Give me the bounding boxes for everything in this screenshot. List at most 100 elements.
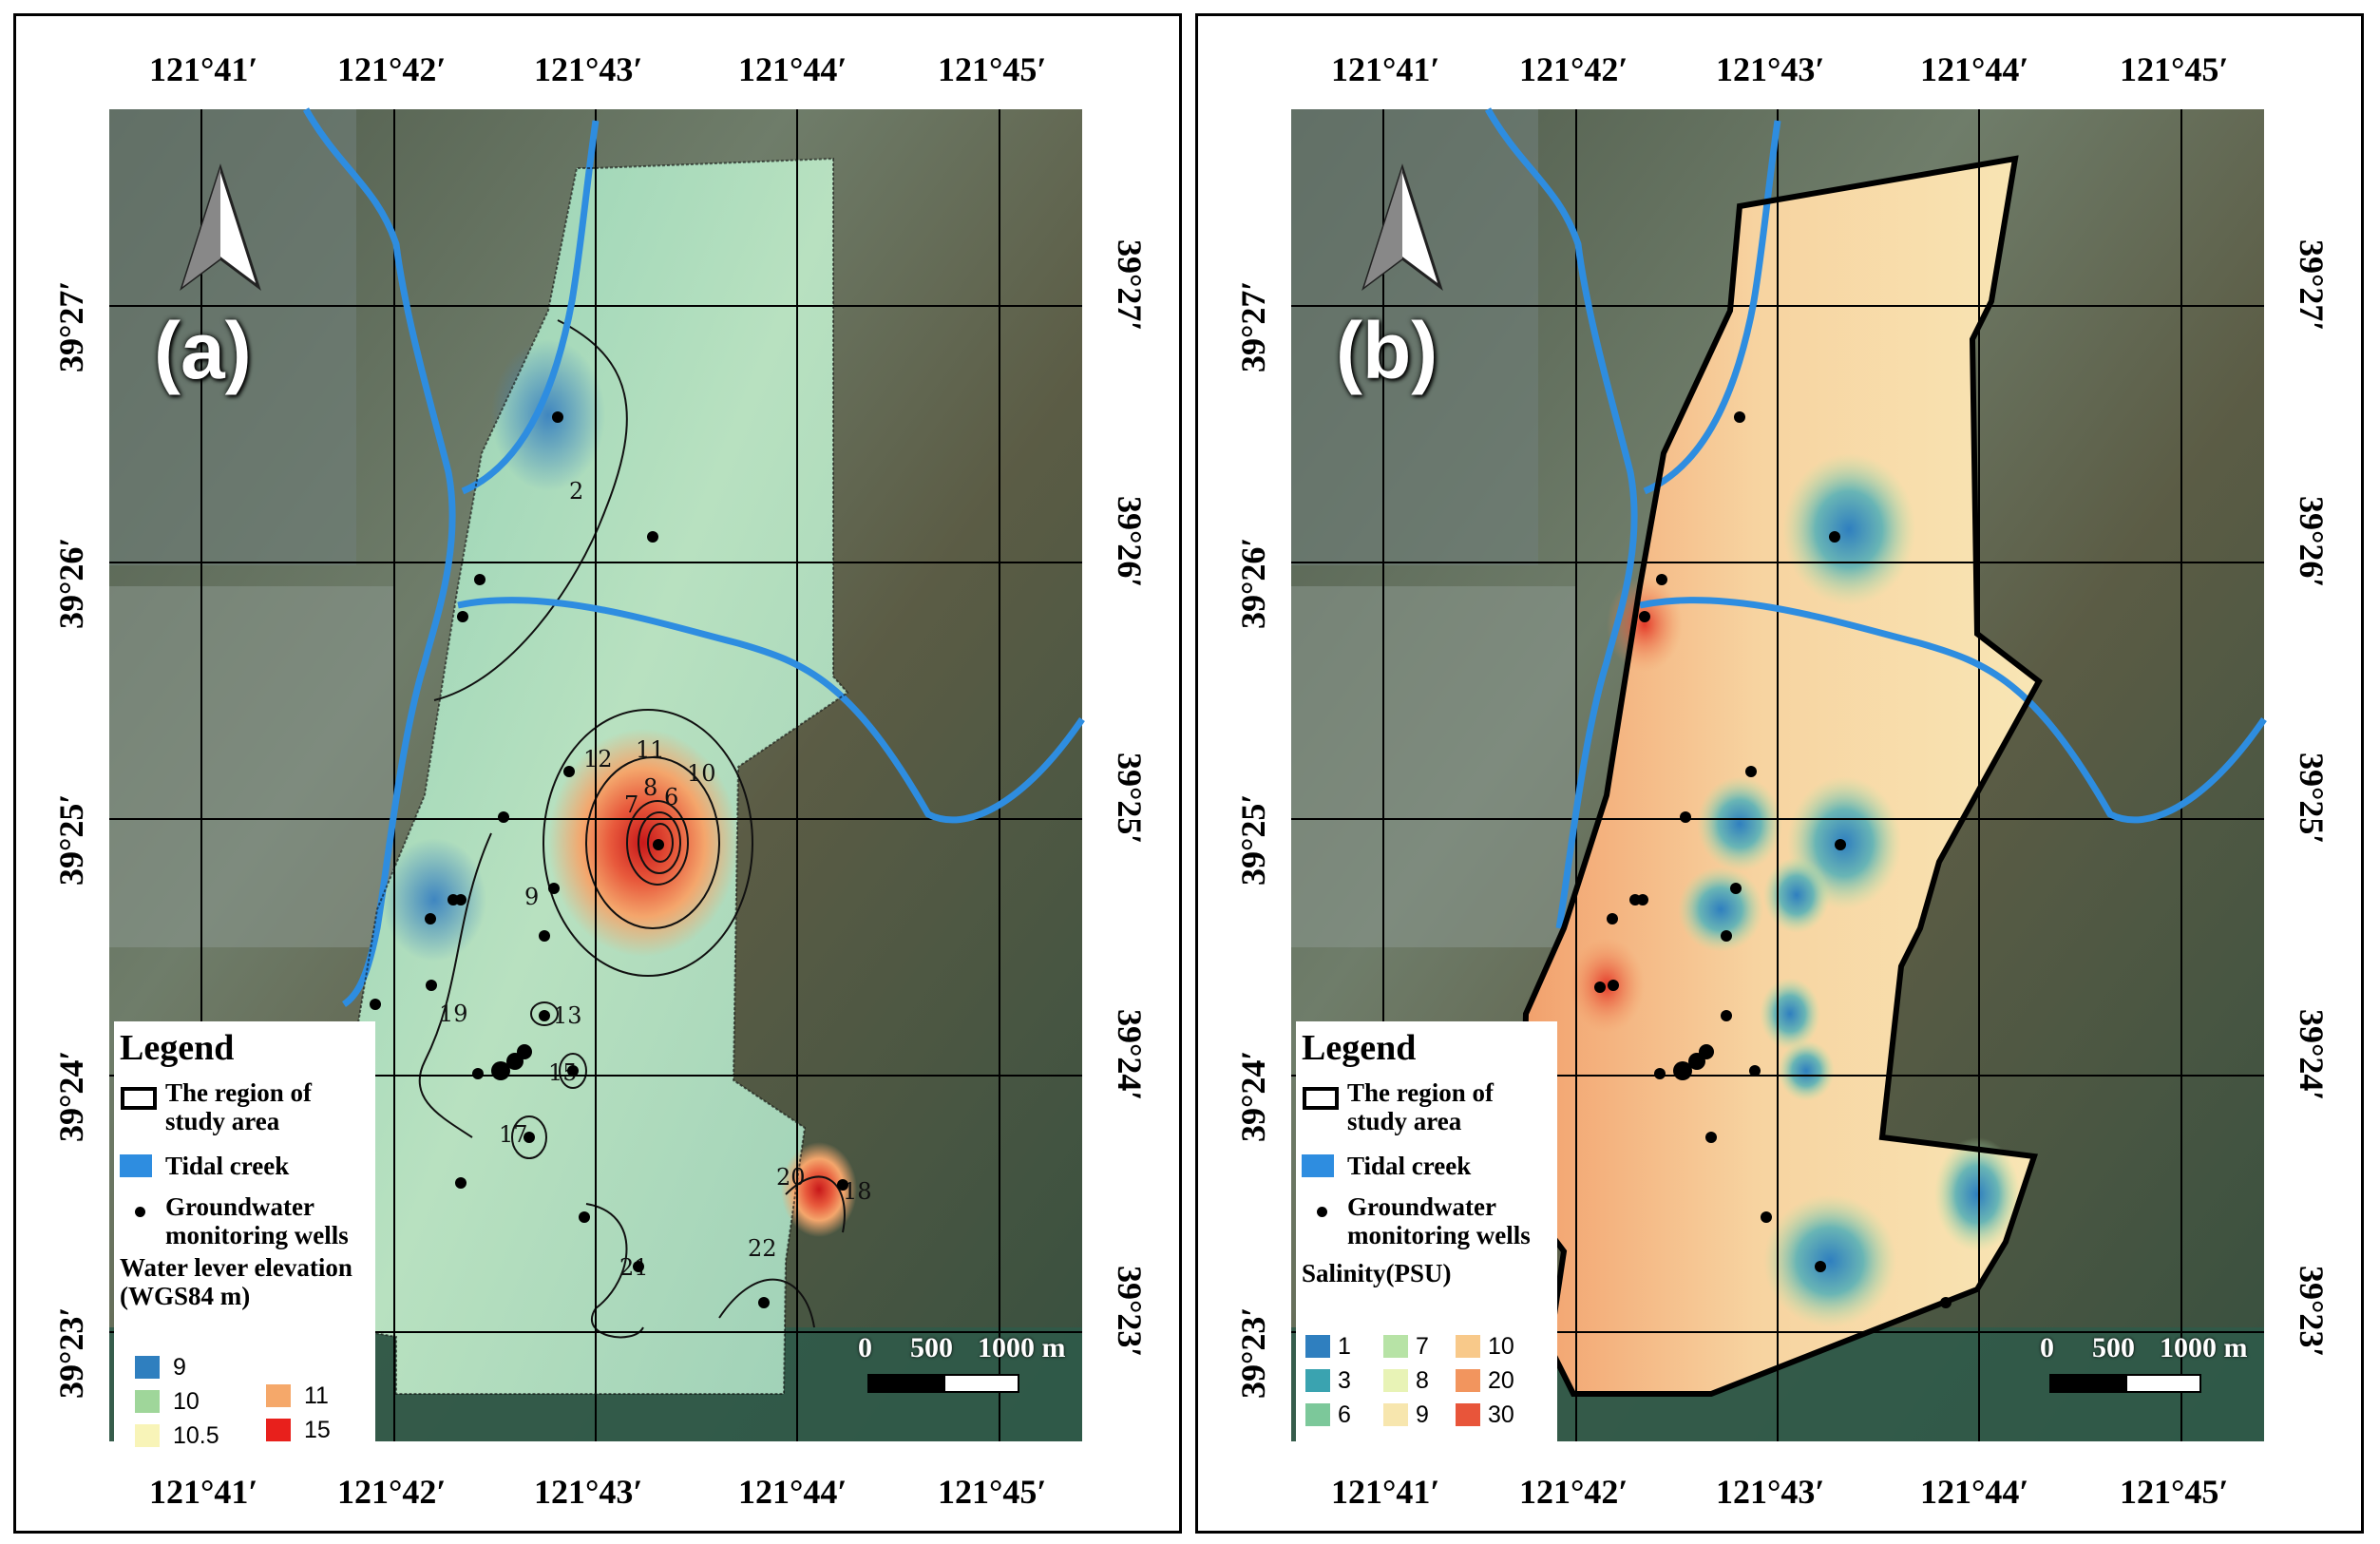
legend-swatch-10 <box>1456 1335 1480 1358</box>
legend-swatch-8 <box>1383 1369 1408 1392</box>
contour-17 <box>511 1115 547 1159</box>
scale-bar-a: 0 500 1000 m <box>858 1332 1066 1393</box>
lat-label-right-5: 39°23′ <box>1111 1266 1149 1358</box>
contour-inner-2 <box>638 811 681 874</box>
fresh-zone-9 <box>1934 1137 2020 1251</box>
legend-variable-label: Water lever elevation (WGS84 m) <box>120 1253 352 1310</box>
lat-label-right-3: 39°25′ <box>2293 753 2331 845</box>
lon-label-top-3: 121°43′ <box>1716 50 1825 88</box>
lon-label-bottom-3: 121°43′ <box>1716 1473 1825 1511</box>
low-zone-west <box>382 838 486 962</box>
lat-label-right-4: 39°24′ <box>1111 1009 1149 1101</box>
lat-label-right-2: 39°26′ <box>2293 496 2331 588</box>
panel-label-b: (b) <box>1336 306 1438 395</box>
fresh-zone-5 <box>1763 857 1830 933</box>
scale-segment-black <box>2049 1374 2127 1393</box>
legend-value-15: 15 <box>304 1417 331 1443</box>
lon-label-bottom-2: 121°42′ <box>337 1473 447 1511</box>
well-symbol <box>1317 1207 1327 1217</box>
salt-pans <box>1291 586 1576 947</box>
legend-swatch-30 <box>1456 1403 1480 1426</box>
lon-label-top-5: 121°45′ <box>2120 50 2229 88</box>
lat-label-left-4: 39°24′ <box>52 1050 90 1142</box>
saline-zone-1 <box>1569 938 1645 1033</box>
contour-label-6: 6 <box>664 784 678 810</box>
lon-label-top-1: 121°41′ <box>149 50 258 88</box>
legend-tidal-creek-label: Tidal creek <box>165 1152 290 1180</box>
lat-label-right-3: 39°25′ <box>1111 753 1149 845</box>
scale-zero: 0 <box>2040 1332 2054 1363</box>
fresh-zone-1 <box>1782 453 1915 605</box>
legend-wells-label: Groundwater monitoring wells <box>165 1192 349 1249</box>
monitoring-wells <box>1594 411 1952 1308</box>
legend-swatch-9 <box>135 1356 160 1379</box>
lat-label-right-4: 39°24′ <box>2293 1009 2331 1101</box>
scale-segment-white <box>943 1374 1019 1393</box>
legend-value-3: 3 <box>1338 1367 1351 1394</box>
scale-end: 1000 m <box>978 1332 1066 1363</box>
lon-label-top-4: 121°44′ <box>738 50 847 88</box>
legend-swatch-10-5 <box>135 1424 160 1447</box>
lat-label-right-1: 39°27′ <box>1111 239 1149 332</box>
legend-swatch-9 <box>1383 1403 1408 1426</box>
legend-value-1: 1 <box>1338 1333 1351 1360</box>
legend-swatch-1 <box>1305 1335 1330 1358</box>
well-symbol <box>135 1207 145 1217</box>
lon-label-bottom-2: 121°42′ <box>1519 1473 1628 1511</box>
legend-a: Legend The region of study area Tidal cr… <box>114 1021 375 1458</box>
legend-swatch-10 <box>135 1390 160 1413</box>
scale-end: 1000 m <box>2160 1332 2248 1363</box>
legend-swatch-20 <box>1456 1369 1480 1392</box>
lat-label-left-3: 39°25′ <box>52 793 90 886</box>
lat-label-left-1: 39°27′ <box>52 280 90 372</box>
fresh-zone-6 <box>1760 978 1820 1050</box>
lon-label-top-5: 121°45′ <box>938 50 1047 88</box>
low-zone-north <box>491 339 605 491</box>
legend-value-11: 11 <box>304 1382 329 1409</box>
scale-segment-white <box>2125 1374 2201 1393</box>
lon-label-top-1: 121°41′ <box>1331 50 1440 88</box>
lat-label-left-5: 39°23′ <box>52 1306 90 1399</box>
study-area-boundary <box>1517 155 2043 1397</box>
lat-label-right-1: 39°27′ <box>2293 239 2331 332</box>
contour-label-9: 9 <box>524 884 539 910</box>
tidal-creek-symbol <box>1302 1154 1334 1177</box>
lon-label-bottom-4: 121°44′ <box>738 1473 847 1511</box>
fresh-zone-4 <box>1678 867 1763 952</box>
legend-value-10: 10 <box>1488 1333 1514 1360</box>
contour-label-19: 19 <box>439 1001 468 1027</box>
tidal-creek <box>302 107 1085 1007</box>
lat-label-left-3: 39°25′ <box>1234 793 1272 886</box>
contour-20 <box>785 1175 846 1233</box>
north-arrow <box>180 163 261 292</box>
scale-mid: 500 <box>2092 1332 2135 1363</box>
lat-label-right-5: 39°23′ <box>2293 1266 2331 1358</box>
contour-label-12: 12 <box>583 746 613 772</box>
contour-13 <box>530 1001 559 1026</box>
legend-value-7: 7 <box>1416 1333 1429 1360</box>
legend-value-10-5: 10.5 <box>173 1422 219 1449</box>
lon-label-bottom-4: 121°44′ <box>1920 1473 2029 1511</box>
scale-segment-black <box>867 1374 945 1393</box>
fresh-zone-8 <box>1763 1194 1896 1327</box>
legend-swatch-7 <box>1383 1335 1408 1358</box>
lat-label-left-2: 39°26′ <box>1234 537 1272 629</box>
lon-label-top-3: 121°43′ <box>534 50 643 88</box>
legend-study-area-label: The region of study area <box>1347 1078 1494 1135</box>
legend-value-20: 20 <box>1488 1367 1514 1394</box>
panel-label-a: (a) <box>154 306 252 395</box>
aquaculture-ponds <box>1291 109 1538 565</box>
lon-label-bottom-1: 121°41′ <box>149 1473 258 1511</box>
fresh-zone-7 <box>1778 1040 1835 1101</box>
study-area-boundary <box>342 157 849 1395</box>
legend-value-9: 9 <box>173 1354 186 1381</box>
legend-value-10: 10 <box>173 1388 200 1415</box>
contour-label-11: 11 <box>636 736 665 763</box>
legend-title: Legend <box>120 1028 235 1068</box>
legend-swatch-3 <box>1305 1369 1330 1392</box>
salinity-surface <box>1521 159 2039 1394</box>
contour-label-8: 8 <box>643 774 657 801</box>
legend-value-6: 6 <box>1338 1401 1351 1428</box>
tidal-creek-symbol <box>120 1154 152 1177</box>
legend-swatch-15 <box>266 1419 291 1441</box>
